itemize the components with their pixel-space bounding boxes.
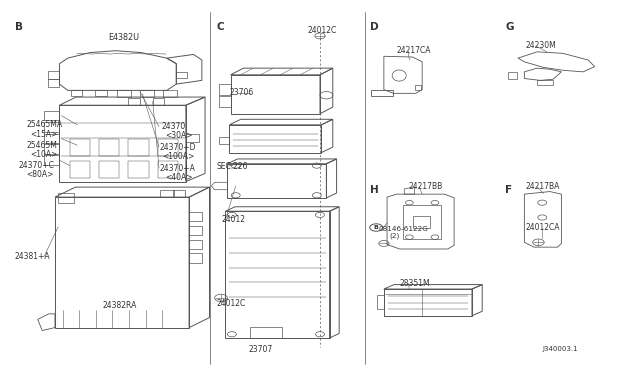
Text: <10A>: <10A> xyxy=(31,150,58,159)
Text: 24012C: 24012C xyxy=(307,26,337,35)
Text: 24012C: 24012C xyxy=(216,299,246,308)
Text: <30A>: <30A> xyxy=(165,131,192,141)
Text: (2): (2) xyxy=(389,233,399,239)
Text: <100A>: <100A> xyxy=(163,152,195,161)
Text: 24370+C: 24370+C xyxy=(19,161,54,170)
Text: 25465M: 25465M xyxy=(26,141,57,150)
Text: <80A>: <80A> xyxy=(26,170,54,179)
Text: D: D xyxy=(370,22,378,32)
Text: B: B xyxy=(374,225,379,230)
Text: B: B xyxy=(15,22,23,32)
Text: F: F xyxy=(505,185,513,195)
Text: 28351M: 28351M xyxy=(400,279,431,288)
Text: 24370+A: 24370+A xyxy=(159,164,195,173)
Text: 23707: 23707 xyxy=(248,344,273,353)
Text: J340003.1: J340003.1 xyxy=(542,346,578,352)
Text: 24230M: 24230M xyxy=(525,41,556,51)
Text: 24012: 24012 xyxy=(221,215,245,224)
Text: 24381+A: 24381+A xyxy=(15,252,51,261)
Text: 24012CA: 24012CA xyxy=(525,223,560,232)
Text: 24217BA: 24217BA xyxy=(525,182,560,191)
Text: 24370+D: 24370+D xyxy=(159,142,196,151)
Text: 25465MA: 25465MA xyxy=(26,121,62,129)
Text: 23706: 23706 xyxy=(229,88,253,97)
Text: 08146-6122G: 08146-6122G xyxy=(379,226,429,232)
Text: <40A>: <40A> xyxy=(165,173,192,182)
Text: C: C xyxy=(216,22,224,32)
Text: 24370: 24370 xyxy=(162,122,186,131)
Text: SEC.226: SEC.226 xyxy=(216,162,248,171)
Text: 24217CA: 24217CA xyxy=(397,46,431,55)
Text: E4382U: E4382U xyxy=(108,33,139,42)
Text: 24382RA: 24382RA xyxy=(103,301,137,310)
Text: 24217BB: 24217BB xyxy=(408,182,442,191)
Text: H: H xyxy=(370,185,379,195)
Text: G: G xyxy=(505,22,514,32)
Text: <15A>: <15A> xyxy=(31,129,58,139)
